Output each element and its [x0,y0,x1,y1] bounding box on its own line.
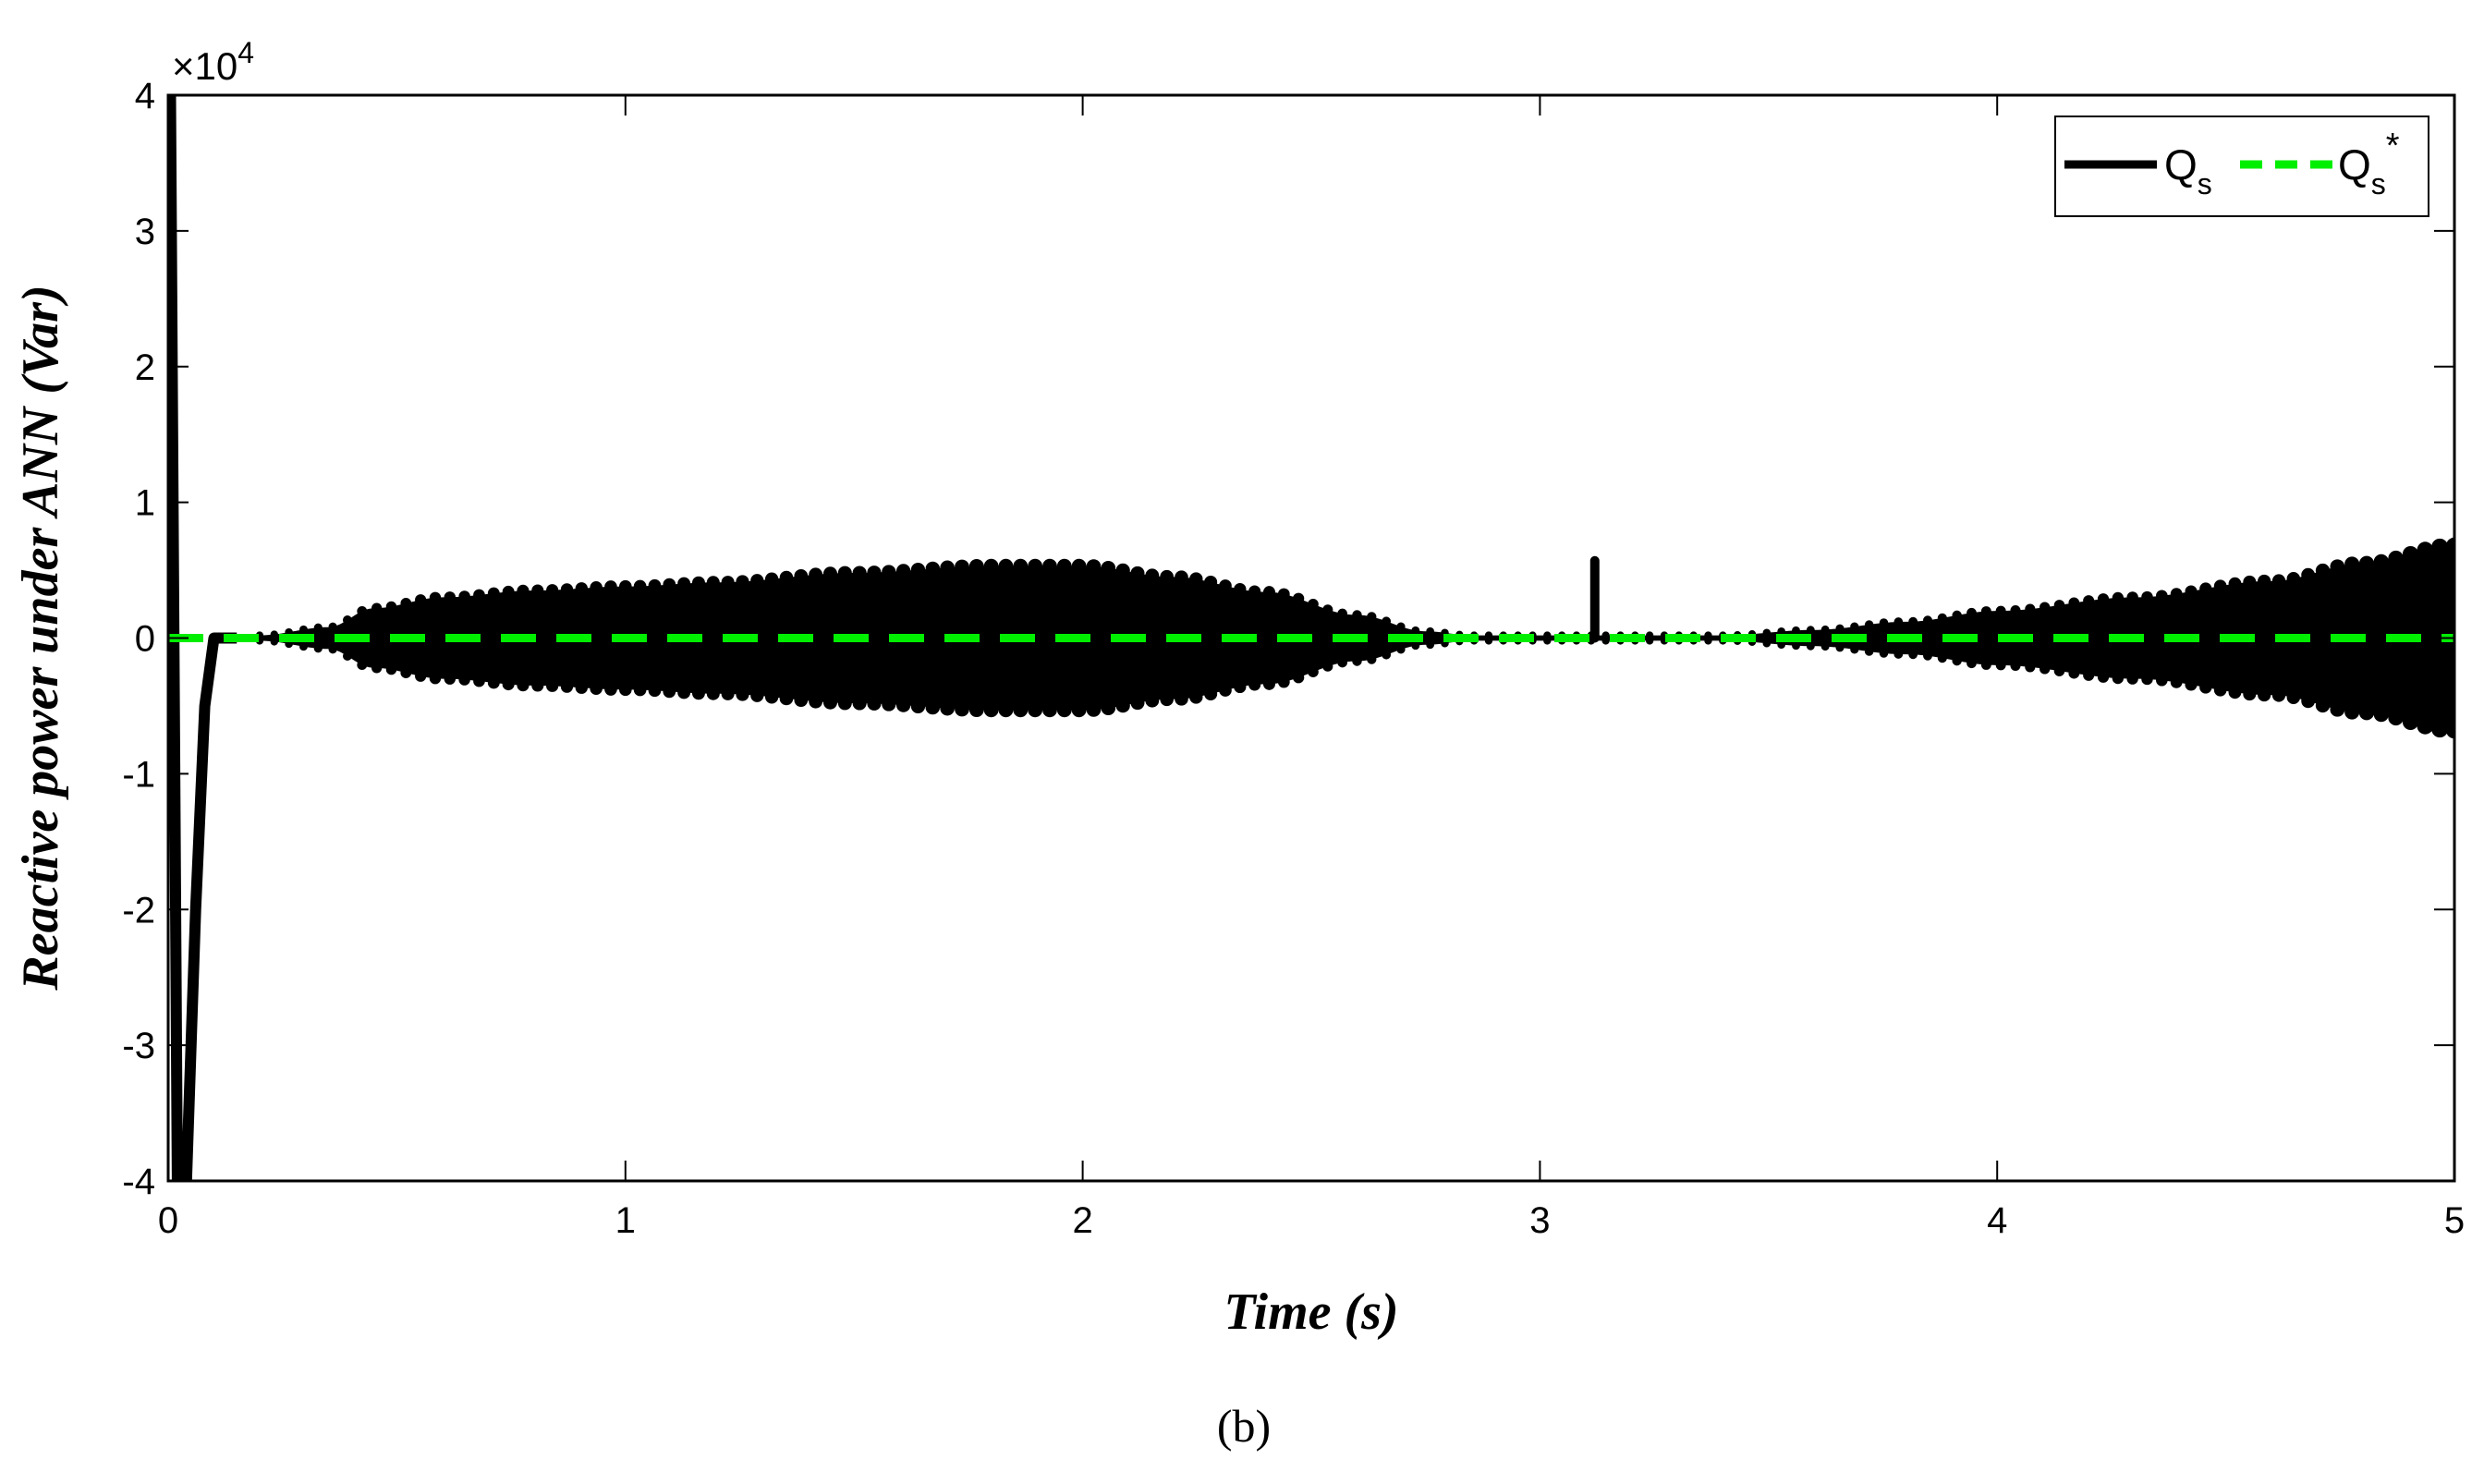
y-tick-label: -1 [122,754,155,795]
y-tick-label: 0 [135,619,155,660]
legend-label-qs: Qs [2164,140,2212,201]
y-multiplier: ×104 [172,36,254,88]
panel-label: (b) [1217,1400,1271,1452]
y-tick-label: 4 [135,76,155,116]
y-axis-label: Reactive power under ANN (Var) [12,285,69,991]
y-tick-label: -2 [122,890,155,931]
x-tick-label: 2 [1072,1200,1092,1241]
x-axis-label: Time (s) [1224,1283,1398,1341]
legend: Qs Qs* [2054,116,2429,217]
x-tick-label: 3 [1529,1200,1550,1241]
y-tick-label: -4 [122,1162,155,1202]
legend-label-qs-ref: Qs* [2338,127,2400,201]
y-tick-label: 3 [135,212,155,252]
y-tick-label: 1 [135,483,155,524]
y-tick-label: -3 [122,1026,155,1066]
x-tick-label: 0 [158,1200,178,1241]
x-tick-label: 5 [2444,1200,2465,1241]
y-tick-label: 2 [135,347,155,388]
x-tick-label: 4 [1987,1200,2007,1241]
x-tick-label: 1 [615,1200,636,1241]
qs-transient-line [168,95,237,1181]
